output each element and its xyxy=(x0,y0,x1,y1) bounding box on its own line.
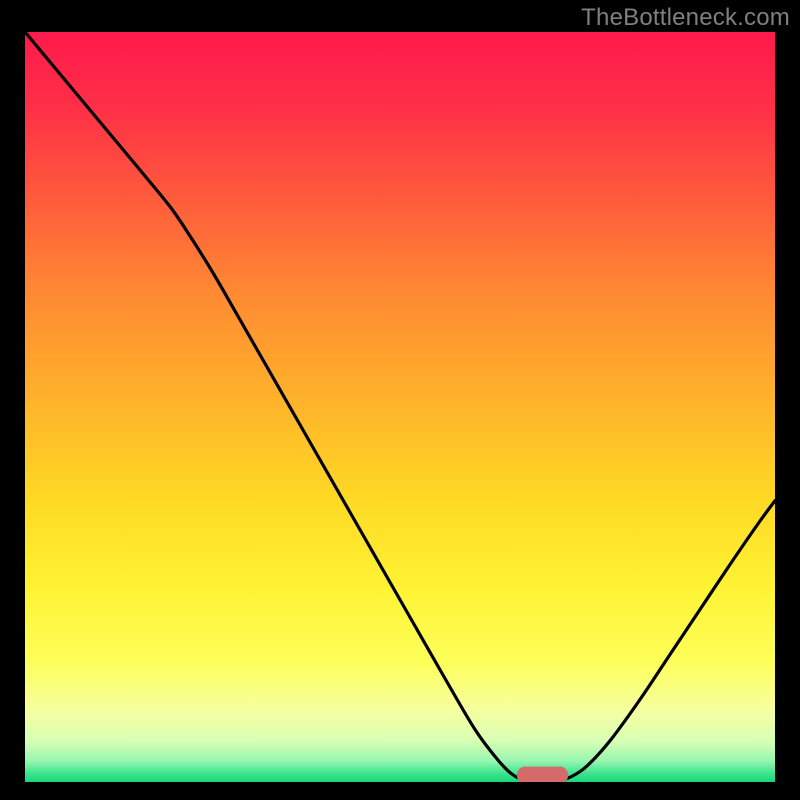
optimum-marker xyxy=(517,767,568,784)
gradient-background xyxy=(25,32,775,782)
chart-svg xyxy=(0,0,800,800)
chart-stage: TheBottleneck.com xyxy=(0,0,800,800)
